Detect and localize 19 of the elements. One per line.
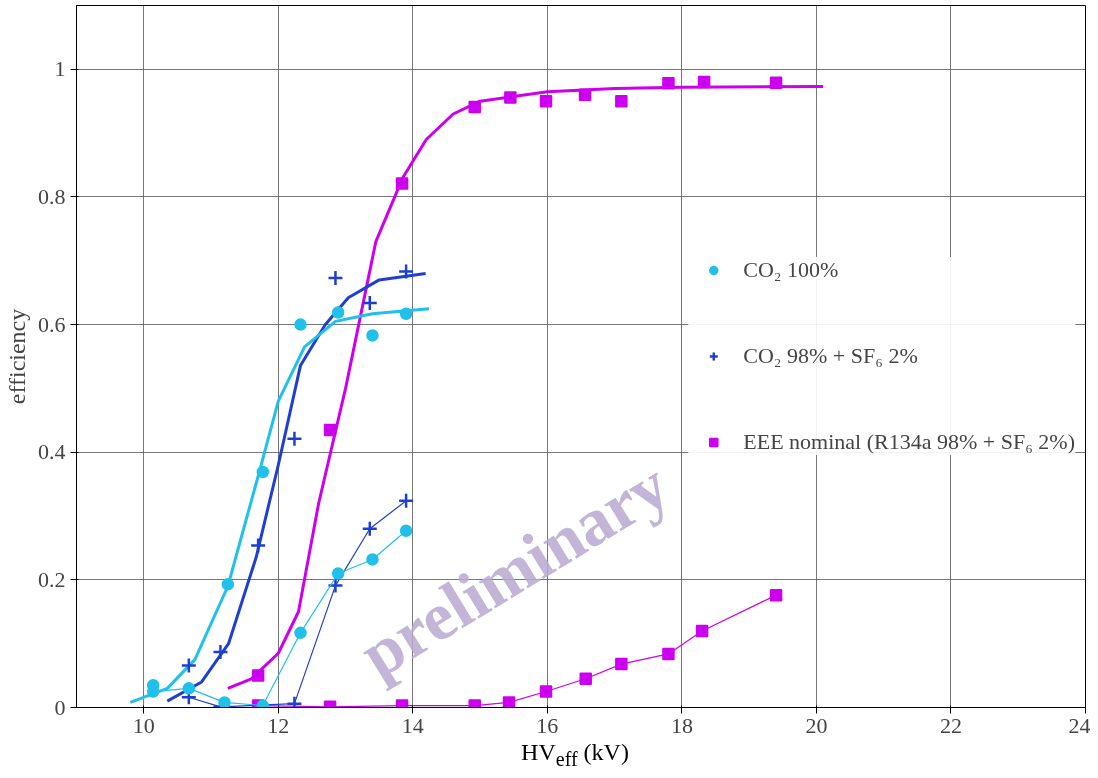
legend-label: CO₂ 98% + SF₆ 2% [743, 343, 918, 369]
y-tick-label: 0.2 [38, 566, 66, 592]
x-tick-label: 14 [401, 712, 424, 738]
x-axis-title: HV$_{eff}$ (kV) [521, 739, 629, 770]
x-tick-label: 20 [805, 712, 828, 738]
y-tick-label: 1 [54, 56, 66, 82]
y-tick-label: 0.6 [38, 311, 66, 337]
legend-label: CO₂ 100% [743, 257, 839, 283]
x-tick-label: 16 [536, 712, 559, 738]
x-tick-label: 12 [267, 712, 290, 738]
y-tick-label: 0 [54, 694, 66, 720]
y-tick-label: 0.4 [38, 439, 66, 465]
x-tick-label: 24 [1068, 712, 1091, 738]
legend-label: EEE nominal (R134a 98% + SF₆ 2%) [743, 429, 1075, 455]
y-axis-title: efficiency [4, 308, 30, 405]
x-tick-label: 18 [670, 712, 693, 738]
y-tick-label: 0.8 [38, 183, 66, 209]
x-tick-label: 10 [132, 712, 155, 738]
x-tick-label: 22 [939, 712, 962, 738]
